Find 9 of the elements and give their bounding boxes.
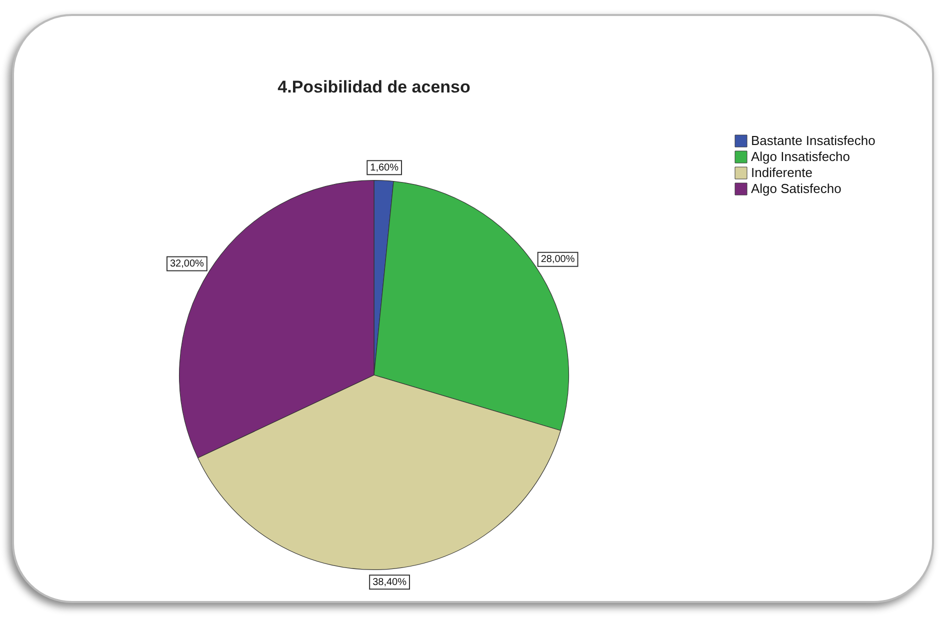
chart-title: 4.Posibilidad de acenso <box>278 78 470 97</box>
data-label: 38,40% <box>372 576 407 588</box>
legend-label: Algo Insatisfecho <box>751 149 850 164</box>
legend-label: Indiferente <box>751 165 812 180</box>
data-label: 28,00% <box>540 254 575 266</box>
legend-label: Bastante Insatisfecho <box>751 133 876 148</box>
legend-label: Algo Satisfecho <box>751 181 842 196</box>
data-label: 32,00% <box>170 258 204 270</box>
data-label: 1,60% <box>370 162 399 174</box>
